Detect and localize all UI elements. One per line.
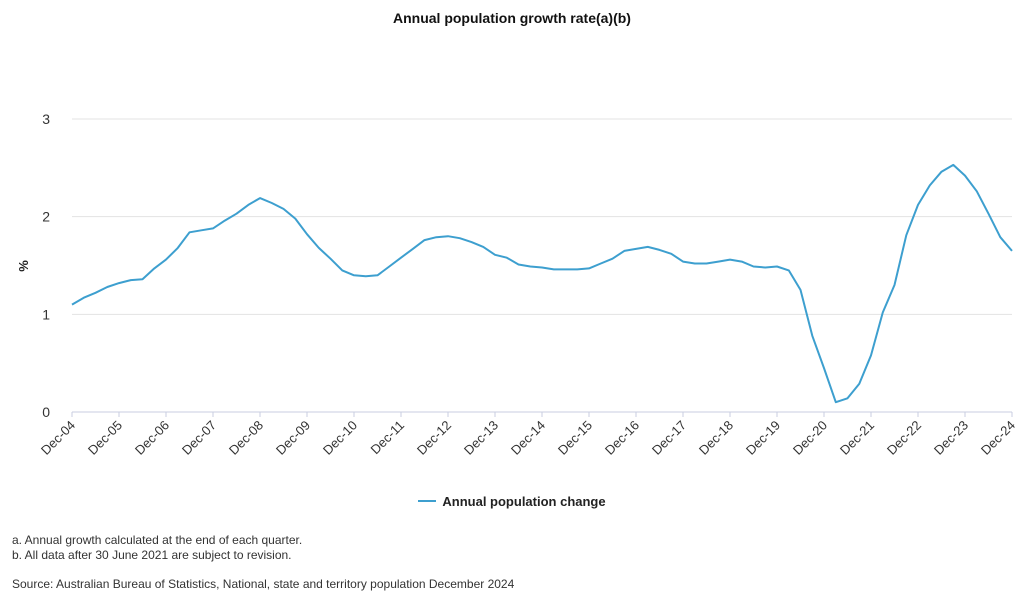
x-tick-label: Dec-04 bbox=[38, 418, 78, 458]
x-tick-label: Dec-07 bbox=[179, 418, 219, 458]
x-axis-ticks: Dec-04 Dec-05 Dec-06 Dec-07 Dec-08 Dec-09 Dec-… bbox=[38, 412, 1018, 458]
chart-title: Annual population growth rate(a)(b) bbox=[393, 10, 631, 26]
x-tick-label: Dec-22 bbox=[884, 418, 924, 458]
x-tick-label: Dec-08 bbox=[226, 418, 266, 458]
line-chart: 0 1 2 3 Dec-04 Dec-05 Dec-06 Dec-07 Dec-08 Dec-0… bbox=[16, 111, 1018, 458]
footnote-a: a. Annual growth calculated at the end o… bbox=[12, 533, 303, 547]
gridlines bbox=[72, 118, 1012, 413]
y-axis-ticks: 0 1 2 3 bbox=[42, 111, 50, 420]
x-tick-label: Dec-18 bbox=[696, 418, 736, 458]
y-tick-label: 3 bbox=[42, 111, 50, 127]
x-tick-label: Dec-06 bbox=[132, 418, 172, 458]
x-tick-label: Dec-10 bbox=[320, 418, 360, 458]
x-tick-label: Dec-16 bbox=[602, 418, 642, 458]
x-tick-label: Dec-21 bbox=[837, 418, 877, 458]
x-tick-label: Dec-23 bbox=[931, 418, 971, 458]
x-tick-label: Dec-05 bbox=[85, 418, 125, 458]
x-tick-label: Dec-14 bbox=[508, 418, 548, 458]
x-tick-label: Dec-13 bbox=[461, 418, 501, 458]
x-tick-label: Dec-24 bbox=[978, 418, 1018, 458]
legend[interactable]: Annual population change bbox=[0, 494, 1024, 509]
x-tick-label: Dec-09 bbox=[273, 418, 313, 458]
y-tick-label: 0 bbox=[42, 404, 50, 420]
y-tick-label: 1 bbox=[42, 306, 50, 322]
x-tick-label: Dec-19 bbox=[743, 418, 783, 458]
x-tick-label: Dec-12 bbox=[414, 418, 454, 458]
x-tick-label: Dec-20 bbox=[790, 418, 830, 458]
x-tick-label: Dec-15 bbox=[555, 418, 595, 458]
x-tick-label: Dec-11 bbox=[368, 418, 408, 458]
footnote-b: b. All data after 30 June 2021 are subje… bbox=[12, 548, 292, 562]
y-tick-label: 2 bbox=[42, 209, 50, 225]
legend-swatch bbox=[418, 499, 437, 502]
series-group bbox=[71, 163, 1013, 404]
y-axis-label: % bbox=[16, 260, 31, 272]
series-line-annual-population-change[interactable] bbox=[71, 163, 1013, 404]
footnotes: a. Annual growth calculated at the end o… bbox=[12, 533, 302, 563]
legend-label: Annual population change bbox=[442, 494, 606, 509]
x-tick-label: Dec-17 bbox=[649, 418, 689, 458]
source-note: Source: Australian Bureau of Statistics,… bbox=[12, 577, 515, 591]
